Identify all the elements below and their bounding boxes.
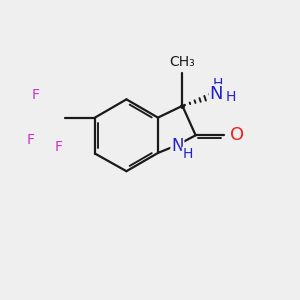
Text: N: N [209,85,223,103]
Text: H: H [212,77,223,91]
Text: H: H [226,90,236,104]
Text: H: H [182,147,193,161]
Text: F: F [55,140,63,154]
Text: F: F [27,133,35,147]
Text: O: O [230,126,244,144]
Text: CH₃: CH₃ [169,55,195,69]
Text: N: N [171,137,184,155]
Text: F: F [31,88,39,102]
